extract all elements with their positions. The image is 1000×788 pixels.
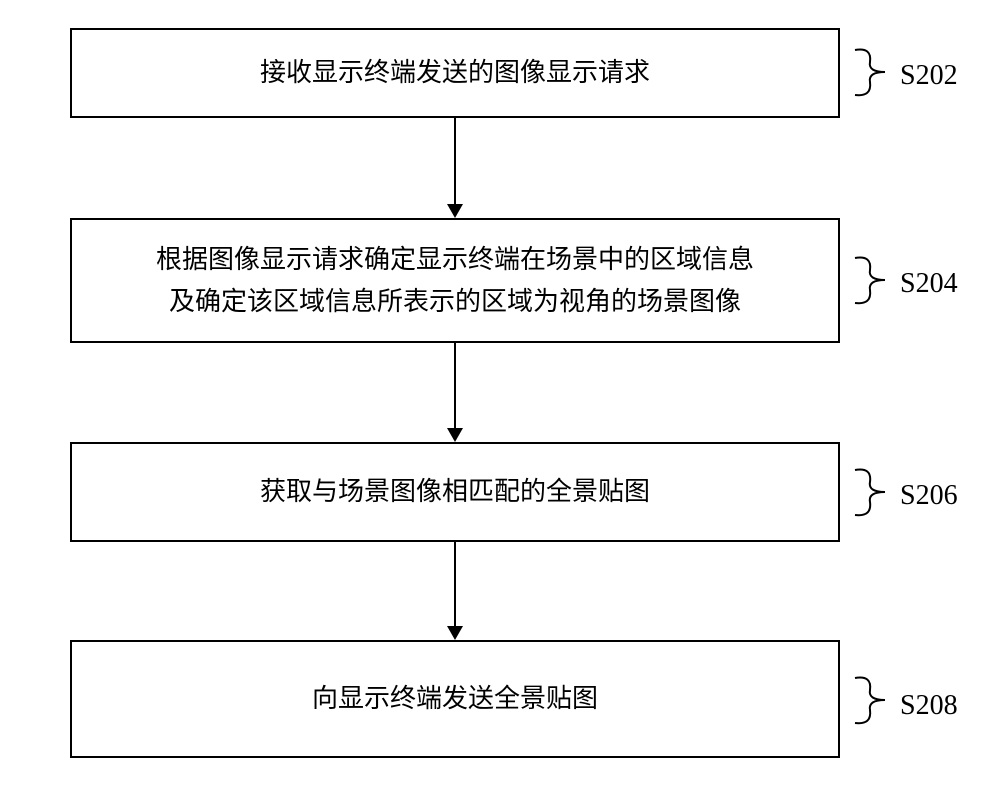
step-s202-box: 接收显示终端发送的图像显示请求 <box>70 28 840 118</box>
brace-s204 <box>850 253 890 308</box>
arrow-1-head <box>447 204 463 218</box>
brace-s206 <box>850 465 890 520</box>
brace-s202 <box>850 45 890 100</box>
step-s204-label: S204 <box>900 268 958 300</box>
step-s206-box: 获取与场景图像相匹配的全景贴图 <box>70 442 840 542</box>
step-s206-text: 获取与场景图像相匹配的全景贴图 <box>260 471 650 513</box>
arrow-1-line <box>454 118 456 204</box>
arrow-2-head <box>447 428 463 442</box>
step-s208-box: 向显示终端发送全景贴图 <box>70 640 840 758</box>
step-s202-text: 接收显示终端发送的图像显示请求 <box>260 52 650 94</box>
arrow-3-line <box>454 542 456 626</box>
step-s204-box: 根据图像显示请求确定显示终端在场景中的区域信息及确定该区域信息所表示的区域为视角… <box>70 218 840 343</box>
step-s204-text: 根据图像显示请求确定显示终端在场景中的区域信息及确定该区域信息所表示的区域为视角… <box>156 239 754 322</box>
arrow-2-line <box>454 343 456 428</box>
brace-s208 <box>850 673 890 728</box>
arrow-3-head <box>447 626 463 640</box>
flowchart-canvas: 接收显示终端发送的图像显示请求 S202 根据图像显示请求确定显示终端在场景中的… <box>0 0 1000 788</box>
step-s206-label: S206 <box>900 480 958 512</box>
step-s208-label: S208 <box>900 690 958 722</box>
step-s202-label: S202 <box>900 60 958 92</box>
step-s208-text: 向显示终端发送全景贴图 <box>312 678 598 720</box>
